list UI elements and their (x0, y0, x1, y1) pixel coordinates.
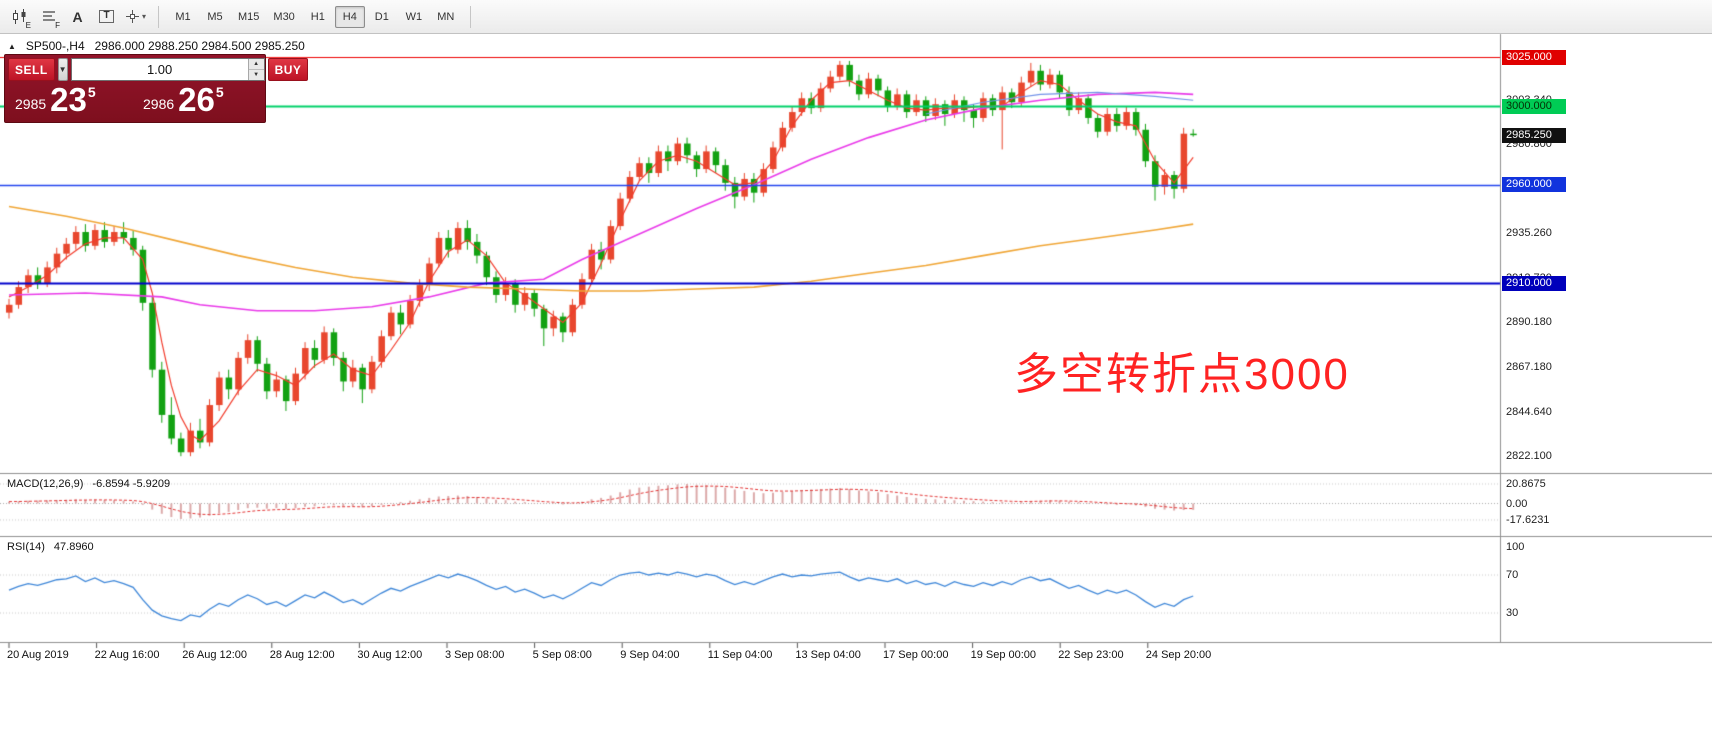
timeframe-button-group: M1 M5 M15 M30 H1 H4 D1 W1 MN (168, 5, 461, 28)
volume-up-button[interactable]: ▲ (248, 59, 264, 70)
text-label-tool-icon-glyph: T (99, 10, 114, 23)
market-watch-icon[interactable]: F (35, 4, 62, 30)
time-label: 28 Aug 12:00 (269, 649, 335, 661)
rsi-label: RSI(14) 47.8960 (7, 541, 94, 553)
time-label: 24 Sep 20:00 (1145, 649, 1212, 661)
timeframe-button-m30[interactable]: M30 (267, 6, 300, 28)
one-click-trade-panel: SELL ▼ ▲ ▼ BUY 2985 23 5 2986 26 5 (4, 54, 309, 124)
text-tool-icon-glyph: A (72, 8, 83, 25)
price-tick-2935.260: 2935.260 (1506, 227, 1552, 240)
rsi-axis-label-100: 100 (1506, 540, 1525, 553)
time-label: 3 Sep 08:00 (445, 649, 505, 661)
time-label: 9 Sep 04:00 (620, 649, 680, 661)
text-tool-icon[interactable]: A (64, 4, 91, 30)
buy-price-big: 26 (178, 81, 215, 118)
time-label: 13 Sep 04:00 (795, 649, 861, 661)
price-badge-3025.000: 3025.000 (1502, 49, 1566, 65)
timeframe-button-m1[interactable]: M1 (168, 6, 198, 28)
buy-button[interactable]: BUY (267, 58, 309, 81)
price-tick-2867.180: 2867.180 (1506, 361, 1552, 374)
volume-spinner: ▲ ▼ (247, 59, 264, 80)
top-toolbar: E F A T ▾ M1 M5 M15 M30 H1 H4 D1 W1 MN (0, 0, 1712, 34)
sell-button[interactable]: SELL (8, 58, 55, 81)
rsi-axis-label-30: 30 (1506, 607, 1519, 619)
sell-quote[interactable]: 2985 23 5 (15, 81, 129, 118)
price-tick-2844.640: 2844.640 (1506, 405, 1552, 418)
trade-panel-quotes: 2985 23 5 2986 26 5 (5, 83, 265, 122)
time-label: 17 Sep 00:00 (883, 649, 949, 661)
symbol-period-label: SP500-,H4 (25, 39, 85, 53)
trade-panel-controls: SELL ▼ ▲ ▼ BUY (5, 55, 309, 83)
timeframe-button-d1[interactable]: D1 (367, 6, 397, 28)
price-tick-2890.180: 2890.180 (1506, 316, 1552, 329)
rsi-title: RSI(14) (7, 541, 45, 553)
market-watch-icon-sub: F (55, 20, 60, 30)
macd-values: -6.8594 -5.9209 (92, 478, 171, 490)
time-label: 11 Sep 04:00 (707, 649, 773, 661)
timeframe-button-h4[interactable]: H4 (334, 5, 365, 28)
sell-price-big: 23 (50, 81, 87, 118)
timeframe-button-m15[interactable]: M15 (232, 6, 265, 28)
macd-axis-label-0.00: 0.00 (1506, 497, 1528, 510)
rsi-value: 47.8960 (53, 541, 94, 553)
volume-field: ▲ ▼ (70, 58, 265, 81)
timeframe-button-m5[interactable]: M5 (200, 6, 230, 28)
draw-tool-icon[interactable]: ▾ (122, 4, 149, 30)
time-label: 5 Sep 08:00 (532, 649, 592, 661)
time-label: 22 Sep 23:00 (1058, 649, 1124, 661)
buy-quote[interactable]: 2986 26 5 (129, 81, 257, 118)
collapse-icon[interactable]: ▲ (8, 41, 16, 51)
buy-price-sup: 5 (215, 84, 224, 101)
macd-axis-label-20.8675: 20.8675 (1506, 477, 1546, 490)
timeframe-button-mn[interactable]: MN (431, 6, 461, 28)
time-label: 22 Aug 16:00 (94, 649, 160, 661)
time-label: 19 Sep 00:00 (970, 649, 1037, 661)
price-badge-2960.000: 2960.000 (1502, 177, 1566, 193)
macd-title: MACD(12,26,9) (7, 478, 84, 490)
price-tick-2822.100: 2822.100 (1506, 450, 1552, 462)
time-label: 30 Aug 12:00 (357, 649, 423, 661)
price-badge-3000.000: 3000.000 (1502, 98, 1566, 114)
sell-price-small: 2985 (15, 96, 47, 113)
candlestick-chart-icon[interactable]: E (6, 4, 33, 30)
volume-down-button[interactable]: ▼ (248, 70, 264, 80)
chart-annotation: 多空转折点3000 (1014, 350, 1350, 399)
toolbar-separator (158, 5, 159, 28)
draw-tool-icon-chevron-down-icon: ▾ (141, 12, 146, 21)
time-label: 20 Aug 2019 (7, 649, 69, 661)
timeframe-button-w1[interactable]: W1 (399, 6, 429, 28)
text-label-tool-icon[interactable]: T (93, 4, 120, 30)
candlestick-chart-icon-sub: E (25, 20, 31, 30)
ohlc-readout: 2986.000 2988.250 2984.500 2985.250 (94, 39, 305, 53)
price-badge-2985.250: 2985.250 (1502, 127, 1566, 143)
buy-price-small: 2986 (143, 96, 175, 113)
volume-input[interactable] (71, 59, 248, 80)
timeframe-button-h1[interactable]: H1 (303, 6, 333, 28)
macd-label: MACD(12,26,9) -6.8594 -5.9209 (7, 478, 170, 490)
rsi-axis-label-70: 70 (1506, 569, 1519, 581)
toolbar-separator (469, 5, 471, 28)
chart-header: ▲ SP500-,H4 2986.000 2988.250 2984.500 2… (8, 39, 305, 53)
sell-price-sup: 5 (87, 84, 96, 101)
price-badge-2910.000: 2910.000 (1502, 275, 1566, 291)
toolbar-icon-group: E F A T ▾ (6, 4, 149, 30)
macd-axis-label--17.6231: -17.6231 (1506, 513, 1550, 526)
order-options-dropdown[interactable]: ▼ (57, 58, 68, 81)
time-label: 26 Aug 12:00 (182, 649, 248, 661)
